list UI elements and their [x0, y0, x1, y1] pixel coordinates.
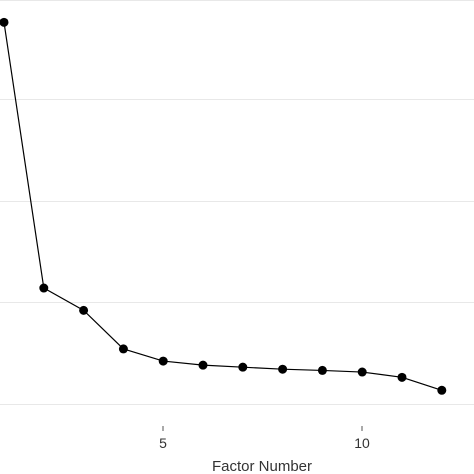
data-point-factor-5	[158, 356, 168, 366]
x-tick-label-10: 10	[354, 435, 370, 451]
data-point-factor-2	[39, 283, 49, 293]
x-tick-label-5: 5	[159, 435, 167, 451]
x-axis: 5 10 Factor Number	[159, 426, 370, 474]
data-point-factor-7	[238, 362, 248, 372]
data-point-factor-6	[198, 360, 208, 370]
data-point-factor-4	[118, 344, 128, 354]
data-point-factor-9	[317, 365, 327, 375]
data-point-factor-3	[79, 305, 89, 315]
data-point-factor-12	[437, 385, 447, 395]
series	[0, 17, 447, 395]
data-point-factor-11	[397, 372, 407, 382]
series-line	[3, 22, 442, 391]
data-point-factor-10	[357, 367, 367, 377]
gridlines	[0, 0, 474, 405]
data-point-factor-8	[278, 364, 288, 374]
data-point-factor-1	[0, 17, 9, 27]
x-axis-label: Factor Number	[212, 458, 312, 474]
